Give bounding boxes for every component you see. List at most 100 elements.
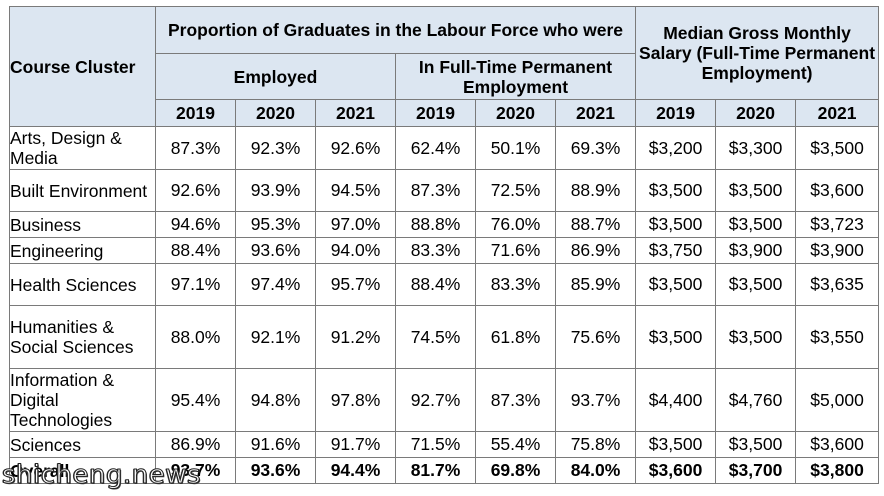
salary-cell: $3,500	[715, 431, 797, 458]
full-time-header: In Full-Time Permanent Employment	[394, 53, 637, 100]
employed-cell: 92.6%	[155, 169, 236, 212]
employed-cell: 97.0%	[315, 211, 396, 238]
course-cluster-cell: Information & Digital Technologies	[9, 368, 156, 432]
salary-cell: $3,900	[715, 237, 797, 264]
employed-cell: 94.6%	[155, 211, 236, 238]
full-time-cell: 87.3%	[395, 169, 476, 212]
salary-cell: $3,500	[715, 169, 797, 212]
employed-cell: 93.6%	[235, 237, 316, 264]
employed-cell: 88.0%	[155, 305, 236, 369]
table-row: Arts, Design & Media 87.3% 92.3% 92.6% 62.4%…	[9, 126, 880, 170]
salary-cell: $3,500	[715, 263, 797, 306]
salary-cell: $3,500	[795, 126, 880, 170]
full-time-cell: 74.5%	[395, 305, 476, 369]
salary-cell: $3,600	[795, 169, 880, 212]
salary-cell: $3,600	[795, 431, 880, 458]
employed-cell: 97.4%	[235, 263, 316, 306]
employed-cell: 91.7%	[315, 431, 396, 458]
salary-cell: $3,600	[635, 457, 717, 484]
full-time-cell: 88.8%	[395, 211, 476, 238]
full-time-cell: 93.7%	[554, 368, 637, 432]
year-header: 2021	[554, 99, 637, 127]
table-row: Humanities & Social Sciences 88.0% 92.1% 91…	[9, 305, 880, 369]
salary-cell: $3,800	[795, 457, 880, 484]
employed-cell: 94.0%	[315, 237, 396, 264]
employed-header: Employed	[155, 53, 396, 100]
year-header: 2021	[315, 99, 396, 127]
year-header: 2021	[795, 99, 880, 127]
full-time-cell: 61.8%	[475, 305, 556, 369]
course-cluster-cell: Engineering	[9, 237, 156, 264]
full-time-cell: 69.3%	[554, 126, 637, 170]
employed-cell: 91.2%	[315, 305, 396, 369]
salary-cell: $4,400	[635, 368, 717, 432]
full-time-cell: 88.4%	[395, 263, 476, 306]
salary-cell: $3,750	[635, 237, 717, 264]
year-header: 2020	[475, 99, 556, 127]
table-row: Sciences 86.9% 91.6% 91.7% 71.5% 55.4% 75.8% $3…	[9, 431, 880, 458]
year-header: 2019	[635, 99, 717, 127]
employed-cell: 86.9%	[155, 431, 236, 458]
salary-cell: $3,500	[635, 305, 717, 369]
course-cluster-header: Course Cluster	[9, 6, 156, 127]
year-header: 2019	[155, 99, 236, 127]
employed-cell: 95.4%	[155, 368, 236, 432]
full-time-cell: 75.6%	[554, 305, 637, 369]
salary-cell: $5,000	[795, 368, 880, 432]
table-row: Health Sciences 97.1% 97.4% 95.7% 88.4% 83.3%…	[9, 263, 880, 306]
salary-cell: $3,500	[635, 169, 717, 212]
employed-cell: 95.3%	[235, 211, 316, 238]
employed-cell: 94.4%	[315, 457, 396, 484]
full-time-cell: 72.5%	[475, 169, 556, 212]
full-time-cell: 75.8%	[554, 431, 637, 458]
full-time-cell: 88.7%	[554, 211, 637, 238]
employed-cell: 93.6%	[235, 457, 316, 484]
salary-cell: $3,900	[795, 237, 880, 264]
full-time-cell: 83.3%	[475, 263, 556, 306]
employed-cell: 95.7%	[315, 263, 396, 306]
full-time-cell: 62.4%	[395, 126, 476, 170]
year-header: 2020	[715, 99, 797, 127]
salary-cell: $3,723	[795, 211, 880, 238]
course-cluster-cell: Arts, Design & Media	[9, 126, 156, 170]
full-time-cell: 92.7%	[395, 368, 476, 432]
table-row: Built Environment 92.6% 93.9% 94.5% 87.3% 72.…	[9, 169, 880, 212]
full-time-cell: 87.3%	[475, 368, 556, 432]
course-cluster-cell: Health Sciences	[9, 263, 156, 306]
employed-cell: 94.5%	[315, 169, 396, 212]
table-row: Information & Digital Technologies 95.4% 9…	[9, 368, 880, 432]
full-time-cell: 83.3%	[395, 237, 476, 264]
full-time-cell: 69.8%	[475, 457, 556, 484]
year-header: 2020	[235, 99, 316, 127]
salary-cell: $3,500	[635, 263, 717, 306]
salary-cell: $3,500	[715, 211, 797, 238]
employed-cell: 88.4%	[155, 237, 236, 264]
proportion-header: Proportion of Graduates in the Labour Fo…	[154, 6, 637, 54]
full-time-cell: 76.0%	[475, 211, 556, 238]
salary-cell: $3,200	[635, 126, 717, 170]
table-row: Business 94.6% 95.3% 97.0% 88.8% 76.0% 88.7% $3…	[9, 211, 880, 238]
table-header: Course Cluster Proportion of Graduates i…	[9, 6, 880, 127]
full-time-cell: 71.6%	[475, 237, 556, 264]
watermark: shicheng.news	[1, 460, 202, 491]
course-cluster-cell: Sciences	[9, 431, 156, 458]
employed-cell: 97.8%	[315, 368, 396, 432]
employed-cell: 87.3%	[155, 126, 236, 170]
year-header: 2019	[395, 99, 476, 127]
course-cluster-cell: Business	[9, 211, 156, 238]
table-row: Engineering 88.4% 93.6% 94.0% 83.3% 71.6% 86.9…	[9, 237, 880, 264]
full-time-cell: 81.7%	[395, 457, 476, 484]
graduate-employment-table: Course Cluster Proportion of Graduates i…	[9, 6, 880, 484]
employed-cell: 92.6%	[315, 126, 396, 170]
full-time-cell: 71.5%	[395, 431, 476, 458]
employed-cell: 92.3%	[235, 126, 316, 170]
table-body: Arts, Design & Media 87.3% 92.3% 92.6% 62.4%…	[9, 126, 880, 484]
full-time-cell: 55.4%	[475, 431, 556, 458]
salary-header: Median Gross Monthly Salary (Full-Time P…	[635, 6, 880, 100]
course-cluster-cell: Overall	[9, 457, 156, 484]
employed-cell: 91.6%	[235, 431, 316, 458]
full-time-cell: 84.0%	[554, 457, 637, 484]
salary-cell: $3,300	[715, 126, 797, 170]
salary-cell: $3,500	[635, 431, 717, 458]
full-time-cell: 85.9%	[554, 263, 637, 306]
